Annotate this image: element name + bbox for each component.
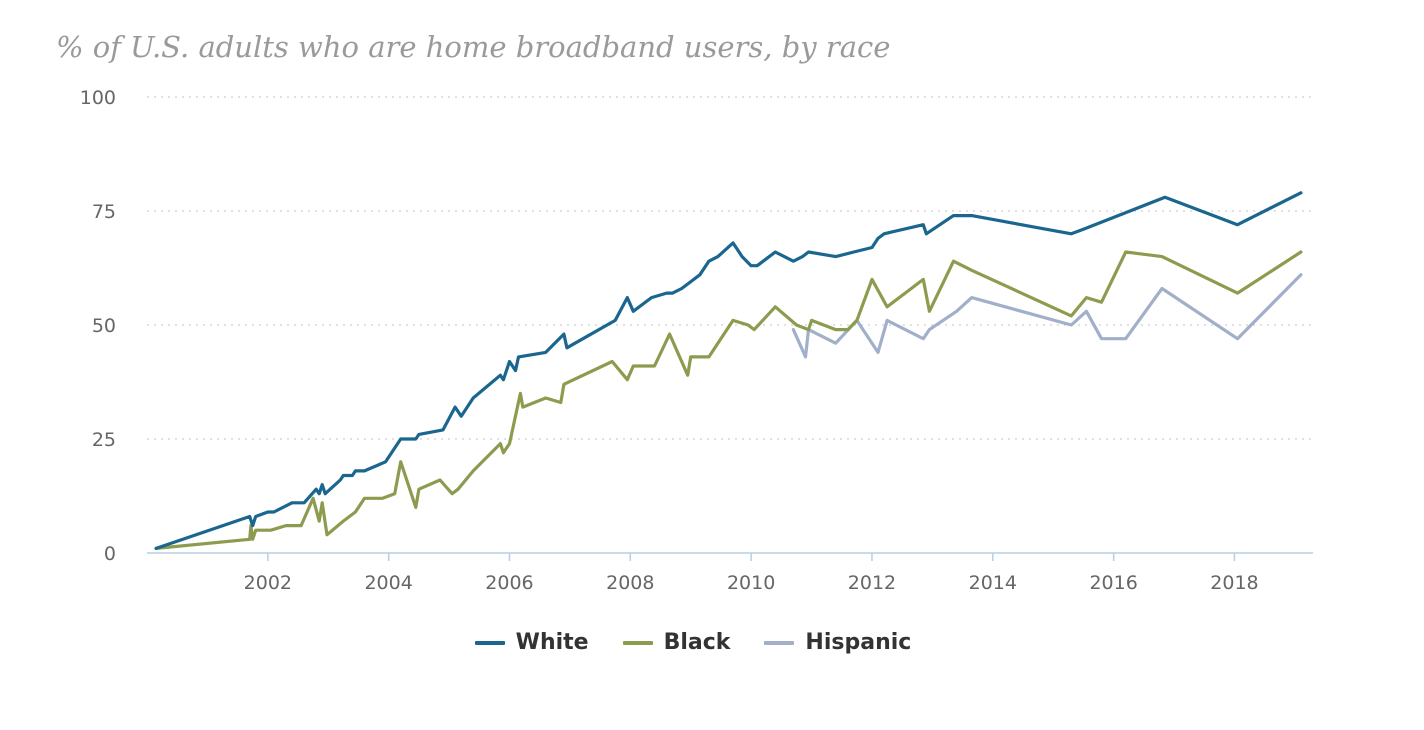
series-line-hispanic[interactable] <box>791 273 1303 359</box>
x-tick-label: 2014 <box>969 572 1017 594</box>
legend-swatch-black <box>622 640 653 645</box>
y-tick-label: 100 <box>80 87 116 109</box>
legend-item-hispanic[interactable]: Hispanic <box>764 630 911 655</box>
legend-label-hispanic: Hispanic <box>805 630 912 655</box>
legend-swatch-white <box>474 640 505 645</box>
y-axis-tick-labels: 0 25 50 75 100 <box>80 87 116 565</box>
x-tick-label: 2018 <box>1210 572 1258 594</box>
series-line-black[interactable] <box>154 250 1303 551</box>
x-tick-label: 2002 <box>244 572 292 594</box>
legend-label-white: White <box>515 630 589 655</box>
series-line-white[interactable] <box>154 191 1303 551</box>
y-tick-label: 50 <box>92 315 116 337</box>
legend: White Black Hispanic <box>0 630 1386 655</box>
x-tick-label: 2012 <box>848 572 896 594</box>
x-tick-label: 2016 <box>1089 572 1137 594</box>
x-tick-label: 2010 <box>727 572 775 594</box>
legend-item-black[interactable]: Black <box>622 630 731 655</box>
x-axis-tick-marks <box>267 553 1236 561</box>
y-tick-label: 0 <box>104 543 116 565</box>
x-tick-label: 2004 <box>364 572 412 594</box>
grid-lines <box>147 96 1313 440</box>
legend-swatch-hispanic <box>764 640 795 645</box>
y-tick-label: 75 <box>92 201 116 223</box>
x-tick-label: 2008 <box>606 572 654 594</box>
series-lines <box>154 191 1303 551</box>
chart-title: % of U.S. adults who are home broadband … <box>56 30 891 64</box>
legend-label-black: Black <box>663 630 731 655</box>
x-tick-label: 2006 <box>485 572 533 594</box>
legend-item-white[interactable]: White <box>474 630 589 655</box>
y-tick-label: 25 <box>92 429 116 451</box>
x-axis-tick-labels: 2002 2004 2006 2008 2010 2012 2014 2016 2018 <box>244 572 1259 594</box>
